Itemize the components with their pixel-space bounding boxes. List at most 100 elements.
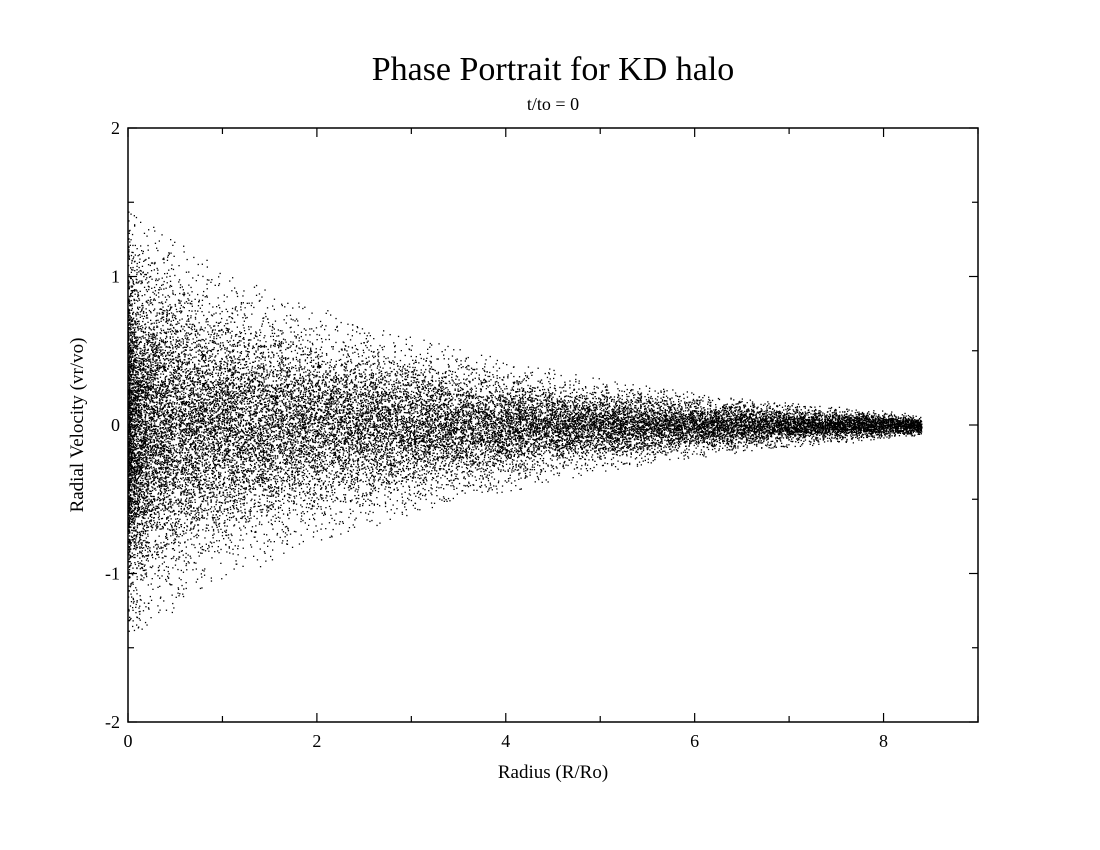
scatter-point (176, 534, 179, 536)
scatter-point (792, 437, 794, 439)
scatter-point (819, 438, 821, 440)
scatter-point (138, 497, 140, 499)
scatter-point (184, 302, 186, 304)
scatter-point (361, 465, 363, 467)
scatter-point (472, 446, 474, 448)
scatter-point (813, 424, 815, 426)
scatter-point (200, 446, 202, 448)
scatter-point (297, 470, 299, 472)
scatter-point (218, 432, 221, 434)
scatter-point (690, 406, 692, 408)
scatter-point (202, 389, 204, 391)
scatter-point (366, 387, 369, 389)
scatter-point (318, 471, 320, 473)
scatter-point (490, 416, 492, 418)
scatter-point (268, 414, 270, 416)
scatter-point (249, 417, 252, 419)
scatter-point (178, 279, 181, 281)
scatter-point (155, 394, 157, 396)
scatter-point (140, 475, 142, 477)
scatter-point (472, 461, 475, 463)
scatter-point (589, 441, 591, 444)
scatter-point (376, 429, 378, 432)
scatter-point (873, 436, 876, 439)
scatter-point (185, 400, 187, 403)
scatter-point (584, 405, 586, 407)
scatter-point (352, 397, 354, 399)
scatter-point (708, 432, 711, 434)
scatter-point (176, 448, 178, 450)
scatter-point (468, 440, 471, 442)
scatter-point (293, 374, 295, 376)
scatter-point (199, 350, 201, 352)
scatter-point (364, 399, 366, 401)
scatter-point (819, 434, 821, 436)
scatter-point (145, 523, 148, 525)
scatter-point (155, 315, 157, 317)
scatter-point (311, 460, 313, 462)
scatter-point (603, 439, 605, 441)
scatter-point (400, 385, 402, 387)
scatter-point (862, 425, 864, 427)
scatter-point (184, 434, 187, 436)
scatter-point (131, 483, 133, 485)
scatter-point (267, 521, 270, 523)
scatter-point (401, 396, 403, 399)
scatter-point (516, 418, 518, 420)
scatter-point (143, 514, 145, 516)
scatter-point (920, 416, 922, 419)
scatter-point (345, 450, 347, 452)
scatter-point (518, 431, 520, 433)
scatter-point (382, 349, 384, 351)
scatter-point (487, 440, 489, 442)
scatter-point (135, 322, 137, 324)
scatter-point (378, 459, 380, 461)
scatter-point (269, 454, 271, 456)
scatter-point (514, 447, 516, 449)
scatter-point (547, 409, 549, 411)
scatter-point (786, 446, 788, 448)
scatter-point (775, 421, 777, 423)
scatter-point (421, 438, 423, 440)
scatter-point (499, 391, 501, 393)
scatter-point (150, 465, 152, 468)
scatter-point (454, 455, 456, 457)
scatter-point (381, 393, 383, 395)
scatter-point (326, 373, 328, 375)
scatter-point (140, 370, 142, 372)
scatter-point (213, 463, 216, 466)
scatter-point (252, 398, 254, 400)
scatter-point (291, 484, 294, 486)
scatter-point (198, 434, 200, 436)
scatter-point (516, 469, 518, 471)
scatter-point (730, 438, 732, 440)
scatter-point (200, 426, 202, 428)
scatter-point (619, 407, 621, 409)
scatter-point (214, 467, 216, 469)
scatter-point (472, 440, 474, 442)
scatter-point (204, 459, 206, 462)
scatter-point (843, 431, 845, 433)
scatter-point (507, 470, 509, 472)
scatter-point (921, 423, 923, 425)
scatter-point (340, 321, 342, 324)
scatter-point (185, 461, 188, 464)
scatter-point (620, 424, 622, 426)
scatter-point (803, 429, 805, 431)
scatter-point (198, 445, 201, 447)
scatter-point (700, 424, 702, 426)
scatter-point (309, 328, 311, 330)
scatter-point (904, 424, 906, 426)
scatter-point (393, 512, 396, 514)
scatter-point (278, 451, 280, 453)
scatter-point (472, 429, 474, 432)
scatter-point (391, 448, 393, 450)
scatter-point (207, 473, 209, 475)
scatter-point (458, 482, 461, 485)
scatter-point (332, 381, 335, 383)
scatter-point (298, 399, 300, 401)
scatter-point (492, 376, 495, 378)
scatter-point (491, 447, 493, 449)
scatter-point (762, 404, 765, 406)
scatter-point (658, 441, 660, 444)
